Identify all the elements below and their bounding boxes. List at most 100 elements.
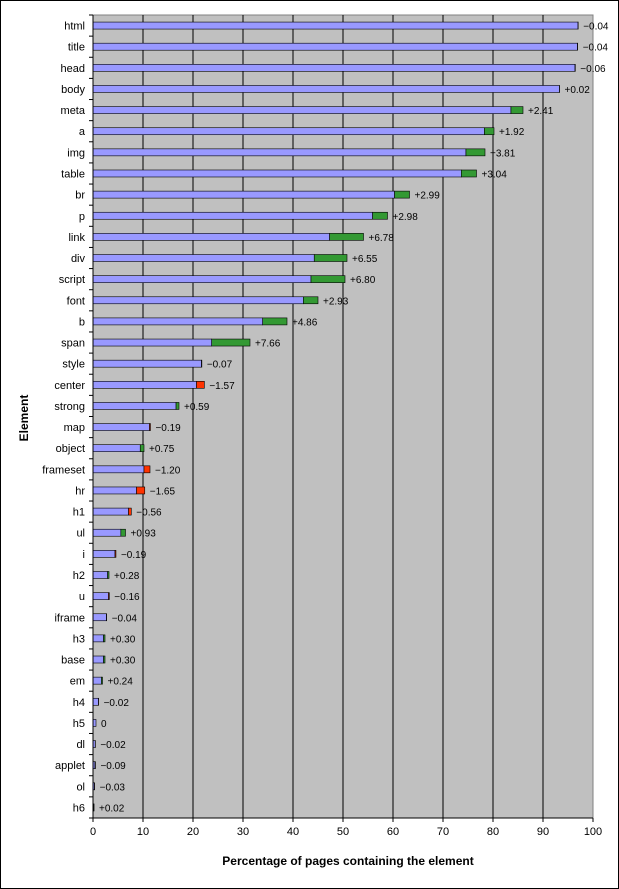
delta-label-h5: 0 — [101, 719, 107, 730]
delta-labels: −0.04 −0.04 −0.06 +0.02 +2.41+1.92 +3.81 +3.04… — [99, 22, 609, 815]
category-label-map: map — [64, 422, 85, 434]
category-label-img: img — [67, 147, 85, 159]
delta-label-iframe: −0.04 — [112, 613, 138, 624]
category-label-em: em — [70, 676, 85, 688]
bar-em — [92, 676, 102, 685]
category-label-hr: hr — [75, 485, 85, 497]
delta-label-p: +2.98 — [393, 212, 419, 223]
category-label-h1: h1 — [73, 507, 85, 519]
category-label-ul: ul — [76, 528, 85, 540]
category-label-ol: ol — [76, 781, 85, 793]
category-label-a: a — [79, 126, 86, 138]
bar-increase-font — [303, 296, 319, 305]
bar-html — [92, 21, 579, 30]
delta-label-meta: +2.41 — [528, 106, 554, 117]
category-label-h3: h3 — [73, 633, 85, 645]
delta-label-strong: +0.59 — [184, 402, 210, 413]
bar-b — [92, 317, 263, 326]
bar-decrease-h1 — [128, 507, 132, 516]
bar-h4 — [92, 697, 99, 706]
bar-decrease-i — [114, 550, 117, 558]
x-tick-label: 10 — [137, 826, 149, 838]
x-tick-label: 60 — [387, 826, 399, 838]
x-tick-labels: 0 10 20 30 40 50 60 70 80 90 100 — [90, 818, 602, 838]
category-label-base: base — [61, 655, 85, 667]
delta-label-h6: +0.02 — [99, 803, 125, 814]
bar-increase-h2 — [107, 571, 110, 579]
bar-base — [92, 655, 104, 664]
category-label-i: i — [83, 549, 85, 561]
bar-increase-ul — [120, 528, 126, 537]
bar-ul — [92, 528, 122, 537]
bar-iframe — [92, 613, 107, 622]
category-label-h5: h5 — [73, 718, 85, 730]
x-tick-label: 20 — [187, 826, 199, 838]
bar-increase-div — [313, 254, 348, 262]
bar-increase-link — [329, 233, 364, 241]
delta-label-a: +1.92 — [499, 127, 525, 138]
x-tick-label: 0 — [90, 826, 96, 838]
delta-label-frameset: −1.20 — [155, 465, 181, 476]
bar-hr — [92, 486, 137, 495]
bar-frameset — [92, 465, 145, 474]
x-tick-label: 50 — [337, 826, 349, 838]
category-label-applet: applet — [55, 760, 85, 772]
bar-increase-base — [103, 655, 106, 664]
category-label-head: head — [61, 63, 85, 75]
bar-increase-meta — [510, 106, 524, 114]
bar-strong — [92, 402, 177, 410]
bar-span — [92, 338, 212, 347]
bar-decrease-center — [196, 381, 205, 389]
delta-label-h4: −0.02 — [104, 698, 130, 709]
x-tick-label: 40 — [287, 826, 299, 838]
delta-label-h1: −0.56 — [136, 508, 162, 519]
delta-label-head: −0.06 — [580, 64, 606, 75]
category-label-h4: h4 — [73, 697, 85, 709]
delta-label-b: +4.86 — [292, 317, 318, 328]
delta-label-div: +6.55 — [352, 254, 378, 265]
bar-br — [92, 190, 395, 199]
bar-div — [92, 254, 315, 262]
delta-label-h3: +0.30 — [110, 634, 136, 645]
bar-decrease-map — [149, 423, 151, 431]
x-axis-title: Percentage of pages containing the eleme… — [222, 854, 473, 868]
bar-increase-table — [460, 169, 477, 178]
delta-label-base: +0.30 — [110, 656, 136, 667]
category-label-iframe: iframe — [54, 612, 85, 624]
x-tick-label: 100 — [584, 826, 602, 838]
delta-label-style: −0.07 — [207, 360, 233, 371]
x-tick-label: 90 — [537, 826, 549, 838]
bar-a — [92, 127, 485, 136]
bar-h2 — [92, 571, 108, 579]
delta-label-table: +3.04 — [482, 169, 508, 180]
category-label-p: p — [79, 211, 85, 223]
bar-h3 — [92, 634, 104, 643]
delta-label-img: +3.81 — [490, 148, 516, 159]
category-label-h2: h2 — [73, 570, 85, 582]
delta-label-ol: −0.03 — [100, 782, 126, 793]
category-label-b: b — [79, 316, 85, 328]
delta-label-em: +0.24 — [108, 677, 134, 688]
bar-increase-h3 — [103, 634, 106, 643]
category-label-h6: h6 — [73, 802, 85, 814]
category-label-object: object — [56, 443, 85, 455]
bar-p — [92, 211, 373, 220]
bars — [92, 21, 579, 812]
bar-table — [92, 169, 462, 178]
delta-label-ul: +0.93 — [131, 529, 157, 540]
bar-increase-b — [262, 317, 288, 326]
bar-font — [92, 296, 304, 305]
category-label-strong: strong — [54, 401, 85, 413]
bar-u — [92, 592, 109, 600]
category-label-table: table — [61, 168, 85, 180]
category-label-html: html — [64, 21, 85, 33]
x-tick-label: 30 — [237, 826, 249, 838]
category-label-font: font — [67, 295, 85, 307]
delta-label-applet: −0.09 — [100, 761, 126, 772]
bar-increase-em — [101, 676, 103, 685]
bar-head — [92, 64, 576, 72]
category-label-style: style — [62, 359, 85, 371]
bar-map — [92, 423, 150, 431]
bar-increase-p — [372, 211, 388, 220]
